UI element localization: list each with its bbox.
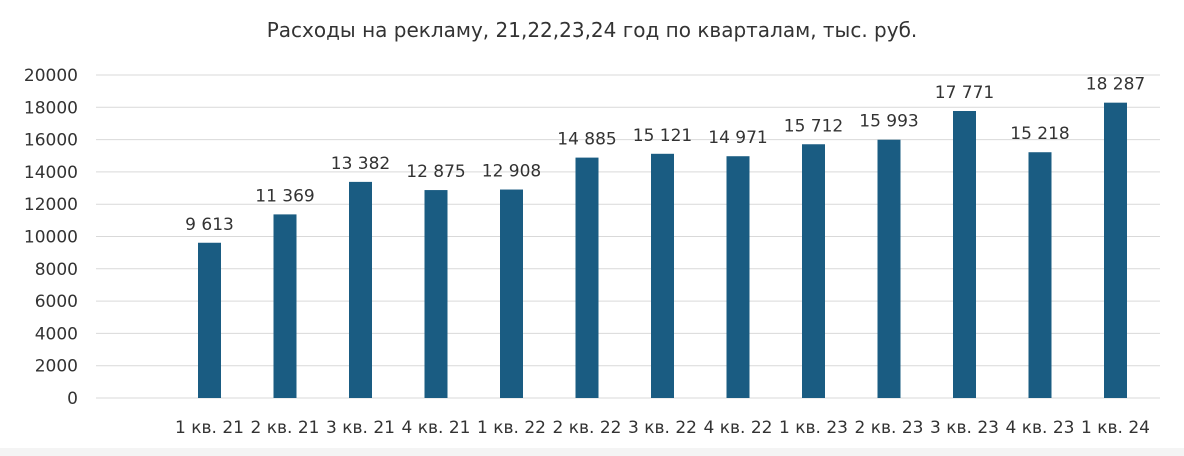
x-tick-label: 2 кв. 23	[855, 418, 924, 438]
bar	[651, 153, 674, 398]
bar	[198, 242, 221, 398]
data-label: 11 369	[255, 186, 314, 206]
data-label: 9 613	[185, 215, 234, 235]
data-label: 15 121	[633, 126, 692, 146]
x-tick-label: 4 кв. 23	[1006, 418, 1075, 438]
y-tick-label: 6000	[35, 292, 78, 312]
x-tick-label: 4 кв. 22	[704, 418, 773, 438]
x-tick-label: 1 кв. 24	[1081, 418, 1150, 438]
y-tick-label: 14000	[24, 163, 78, 183]
x-tick-label: 1 кв. 22	[477, 418, 546, 438]
y-tick-label: 4000	[35, 324, 78, 344]
y-tick-label: 8000	[35, 260, 78, 280]
y-tick-label: 20000	[24, 66, 78, 86]
x-tick-label: 1 кв. 21	[175, 418, 244, 438]
x-tick-label: 2 кв. 22	[553, 418, 622, 438]
chart-title: Расходы на рекламу, 21,22,23,24 год по к…	[266, 18, 918, 42]
bar	[273, 214, 297, 398]
y-tick-label: 2000	[35, 357, 78, 377]
bar	[953, 110, 976, 398]
bar	[424, 190, 448, 398]
bottom-divider	[0, 448, 1184, 456]
bar	[1028, 152, 1052, 398]
data-label: 17 771	[935, 83, 994, 103]
bar	[349, 181, 372, 398]
x-tick-label: 1 кв. 23	[779, 418, 848, 438]
data-label: 14 971	[708, 128, 767, 148]
y-tick-label: 0	[67, 389, 78, 409]
data-label: 14 885	[557, 130, 616, 150]
bar	[1104, 102, 1127, 398]
x-tick-label: 2 кв. 21	[251, 418, 320, 438]
data-label: 18 287	[1086, 75, 1145, 95]
y-tick-label: 18000	[24, 98, 78, 118]
y-tick-label: 12000	[24, 195, 78, 215]
data-label: 15 712	[784, 116, 843, 136]
bar	[802, 144, 825, 398]
data-label: 12 875	[406, 162, 465, 182]
bar	[500, 189, 523, 398]
y-tick-label: 10000	[24, 228, 78, 248]
data-label: 12 908	[482, 162, 541, 182]
bar	[726, 156, 750, 398]
x-tick-label: 3 кв. 22	[628, 418, 697, 438]
x-tick-label: 3 кв. 21	[326, 418, 395, 438]
bar	[575, 157, 599, 398]
data-label: 15 218	[1010, 124, 1069, 144]
x-tick-label: 4 кв. 21	[402, 418, 471, 438]
bar	[877, 139, 901, 398]
data-label: 15 993	[859, 112, 918, 132]
data-label: 13 382	[331, 154, 390, 174]
x-tick-label: 3 кв. 23	[930, 418, 999, 438]
y-tick-label: 16000	[24, 131, 78, 151]
